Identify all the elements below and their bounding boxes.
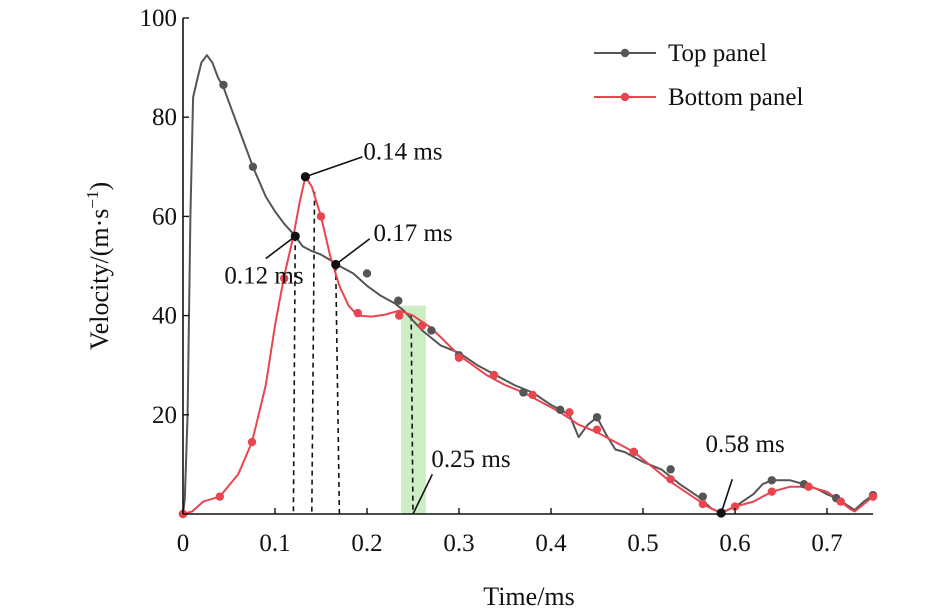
data-point-top-panel [698,492,707,501]
annotation-leader [335,238,371,266]
x-tick-label: 0.4 [535,530,567,557]
data-point-bottom-panel [804,482,813,491]
x-axis-title: Time/ms [483,582,575,611]
y-tick-label: 100 [140,5,178,32]
y-tick-label: 20 [152,402,177,429]
data-point-bottom-panel [666,475,675,484]
data-point-bottom-panel [280,274,289,283]
x-tick-label: 0 [177,530,190,557]
data-point-top-panel [556,405,565,415]
legend-label: Top panel [668,40,767,67]
legend-marker [620,92,630,102]
data-point-top-panel [394,296,403,305]
data-point-top-panel [427,326,436,335]
data-point-bottom-panel [215,492,224,501]
annotation-label: 0.14 ms [363,138,442,165]
dashed-drop-line [410,315,414,515]
data-point-top-panel [666,465,675,474]
data-point-bottom-panel [836,497,845,506]
highlight-band-layer [401,305,426,514]
annotation-leader [412,473,434,515]
x-tick-label: 0.5 [627,530,658,557]
annotation-leader [720,479,734,514]
dashed-drop-line [334,265,341,515]
y-axis-title-main: Velocity/(m·s [85,209,114,351]
data-point-bottom-panel [247,437,257,447]
dashed-lines-layer [292,191,414,515]
x-tick-label: 0.3 [443,530,474,557]
data-point-bottom-panel [592,425,602,434]
legend: Top panel Bottom panel [594,40,803,111]
data-point-bottom-panel [353,308,362,318]
annotation-label: 0.25 ms [431,446,510,473]
data-point-bottom-panel [565,408,574,417]
data-point-bottom-panel [767,487,776,496]
annotation-label: 0.12 ms [224,262,303,289]
y-axis-title-close: ) [85,182,114,191]
annotations-layer: 0.14 ms 0.17 ms 0.12 ms 0.25 ms 0.58 ms [224,138,785,518]
y-axis-title: Velocity/(m·s−1) [83,182,114,350]
data-point-top-panel [362,269,372,278]
data-point-top-panel [248,162,258,171]
legend-marker [620,48,630,58]
data-point-bottom-panel [418,321,427,330]
data-point-bottom-panel [316,212,326,221]
data-point-top-panel [519,388,528,397]
data-point-top-panel [592,413,602,422]
data-point-bottom-panel [489,370,499,380]
data-point-top-panel [767,476,776,485]
data-point-bottom-panel [730,502,740,511]
annotation-leader [305,156,363,178]
data-point-bottom-panel [395,311,404,320]
annotation-label: 0.58 ms [706,431,785,458]
legend-label: Bottom panel [668,84,803,111]
axes-layer: 0 0.1 0.2 0.3 0.4 0.5 0.6 0.7 20 40 60 80 100 [140,5,873,557]
x-tick-label: 0.7 [811,530,842,557]
y-axis-title-exponent: −1 [83,191,102,209]
highlight-band [401,305,426,514]
x-tick-label: 0.1 [259,530,290,557]
dashed-drop-line [311,191,316,515]
data-point-bottom-panel [528,390,537,400]
x-tick-label: 0.2 [351,530,382,557]
y-tick-label: 80 [152,104,177,131]
y-tick-label: 40 [152,303,177,330]
data-point-bottom-panel [868,492,878,501]
data-point-bottom-panel [629,447,638,457]
dashed-drop-line [292,236,297,515]
data-point-bottom-panel [454,353,464,362]
data-point-top-panel [219,80,228,90]
x-tick-label: 0.6 [719,530,750,557]
series-line-top-panel [182,54,874,515]
y-tick-label: 60 [152,203,177,230]
annotation-label: 0.17 ms [373,220,452,247]
annotation-leader [265,235,296,260]
data-point-bottom-panel [698,499,707,509]
